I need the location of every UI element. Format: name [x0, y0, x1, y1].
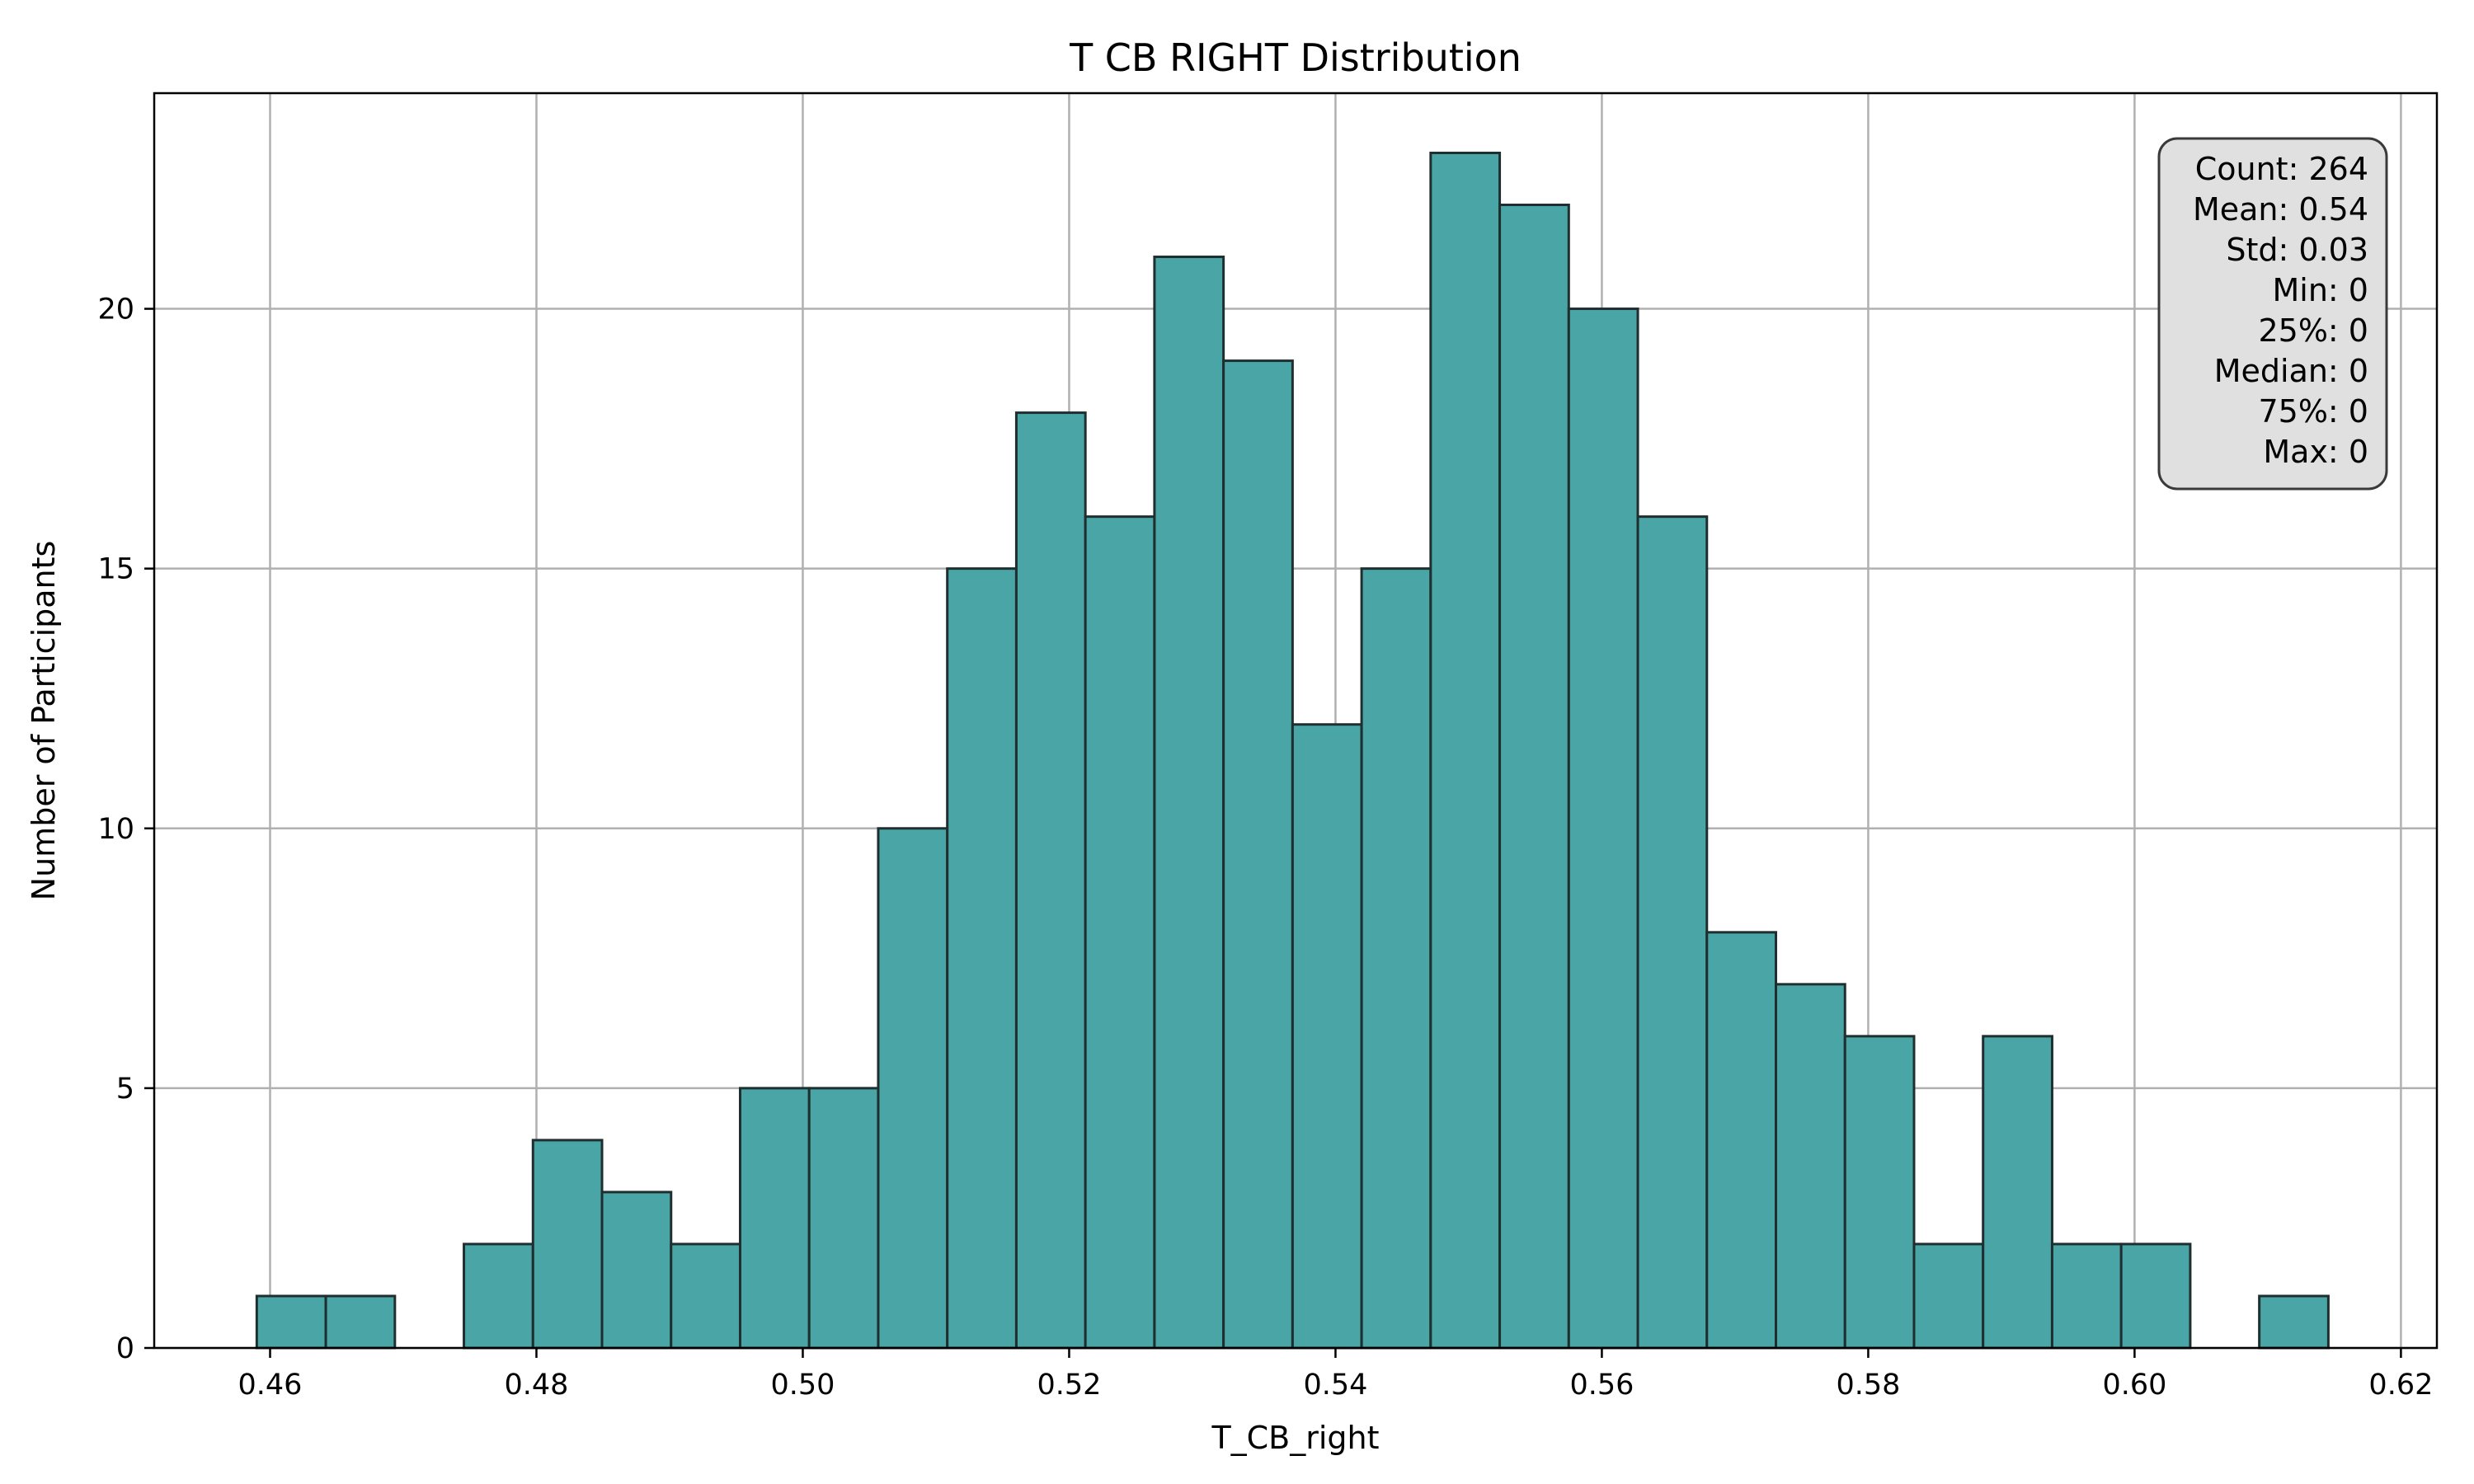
x-tick-label: 0.56 — [1569, 1369, 1634, 1402]
histogram-bar — [1912, 1242, 1985, 1350]
stats-line: 75%: 0 — [2258, 393, 2368, 430]
x-tick-label: 0.62 — [2368, 1369, 2433, 1402]
histogram-bar — [1705, 931, 1778, 1350]
stats-line: Mean: 0.54 — [2193, 191, 2368, 228]
histogram-bar — [463, 1242, 534, 1350]
histogram-bar — [1153, 256, 1225, 1350]
y-tick-label: 5 — [116, 1073, 134, 1106]
stats-line: 25%: 0 — [2258, 312, 2368, 349]
histogram-bar — [1084, 515, 1156, 1350]
histogram-bar — [1843, 1035, 1916, 1350]
chart-title: T CB RIGHT Distribution — [1069, 35, 1522, 80]
x-tick-label: 0.52 — [1037, 1369, 1101, 1402]
x-tick-label: 0.58 — [1836, 1369, 1900, 1402]
histogram-bar — [1429, 151, 1502, 1350]
histogram-bar — [670, 1242, 741, 1350]
histogram-bar — [2119, 1242, 2192, 1350]
histogram-bar — [1567, 308, 1639, 1350]
histogram-bar — [1222, 359, 1294, 1350]
x-tick-label: 0.48 — [505, 1369, 569, 1402]
histogram-bar — [324, 1294, 397, 1350]
histogram-bar — [1636, 515, 1709, 1350]
x-tick-label: 0.54 — [1303, 1369, 1367, 1402]
stats-box-background — [2157, 137, 2388, 491]
plot-frame — [153, 92, 2439, 1350]
histogram-bar — [738, 1087, 811, 1350]
histogram-bar — [1014, 411, 1087, 1350]
stats-line: Min: 0 — [2273, 272, 2369, 308]
y-tick-label: 20 — [97, 294, 134, 326]
histogram-bar — [1360, 567, 1432, 1350]
x-tick-label: 0.46 — [238, 1369, 303, 1402]
bars-layer — [255, 151, 2330, 1350]
stats-line: Count: 264 — [2195, 151, 2368, 187]
x-tick-label: 0.60 — [2102, 1369, 2166, 1402]
y-tick-label: 0 — [116, 1332, 134, 1365]
histogram-bar — [600, 1190, 673, 1350]
histogram-bar — [1775, 983, 1846, 1350]
ticks-layer: 0.46 0.48 0.50 0.52 0.54 0.56 0.58 0.60 0.62 0 5 10… — [97, 294, 2433, 1402]
histogram-bar — [807, 1087, 880, 1350]
stats-line: Std: 0.03 — [2226, 232, 2368, 268]
x-axis-label: T_CB_right — [1211, 1420, 1379, 1456]
histogram-bar — [2050, 1242, 2123, 1350]
y-axis-label: Number of Participants — [26, 541, 62, 901]
histogram-bar — [2258, 1294, 2330, 1350]
histogram-bar — [255, 1294, 327, 1350]
y-tick-label: 15 — [97, 553, 134, 586]
histogram-bar — [1982, 1035, 2053, 1350]
histogram-bar — [1291, 723, 1363, 1350]
stats-line: Median: 0 — [2214, 353, 2368, 389]
stats-box: Count: 264 Mean: 0.54 Std: 0.03 Min: 0 25%: … — [2157, 137, 2388, 491]
x-tick-label: 0.50 — [771, 1369, 835, 1402]
histogram-bar — [531, 1139, 604, 1350]
histogram-bar — [1498, 203, 1570, 1350]
y-tick-label: 10 — [97, 813, 134, 846]
histogram-bar — [877, 827, 949, 1350]
stats-line: Max: 0 — [2263, 434, 2368, 470]
histogram-bar — [946, 567, 1018, 1350]
